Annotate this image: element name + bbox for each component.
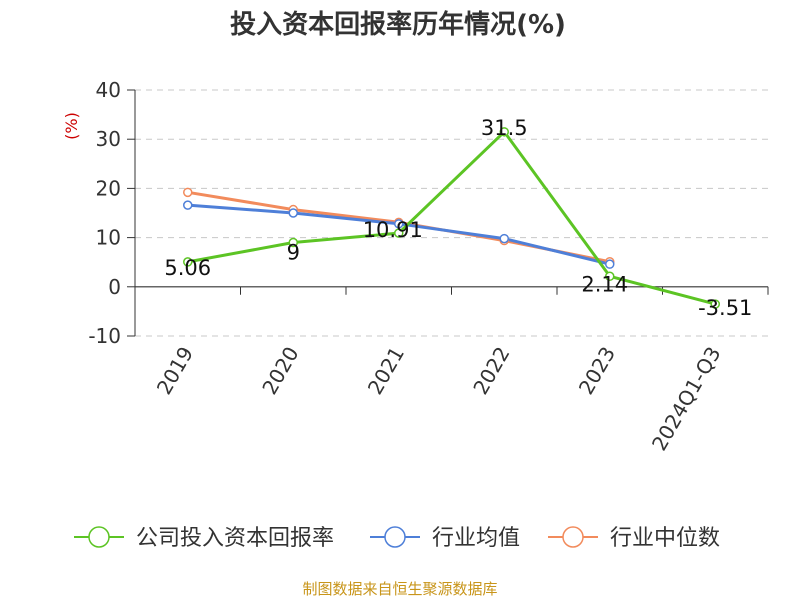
y-tick-label: -10 — [88, 324, 121, 348]
data-label: -3.51 — [698, 296, 752, 320]
data-point — [288, 237, 298, 248]
y-tick-label: 0 — [108, 275, 121, 299]
data-point — [605, 259, 615, 269]
data-point — [710, 299, 720, 309]
legend-label: 行业中位数 — [610, 526, 720, 551]
y-tick-label: 40 — [96, 78, 121, 102]
chart-title: 投入资本回报率历年情况(%) — [230, 9, 566, 40]
y-axis-label: (%) — [62, 112, 81, 140]
x-tick-label: 2019 — [152, 343, 198, 399]
y-tick-label: 30 — [96, 127, 121, 151]
data-label: 9 — [287, 241, 300, 265]
data-label: 5.06 — [164, 256, 211, 280]
legend-label: 行业均值 — [432, 526, 520, 551]
data-point — [499, 233, 509, 244]
data-label: 31.5 — [481, 116, 528, 140]
legend-marker — [88, 526, 110, 548]
data-label: 2.14 — [581, 272, 628, 296]
x-tick-labels: 2019 2020 2021 2022 2023 2024Q1-Q3 — [152, 343, 726, 455]
data-point — [394, 228, 404, 238]
data-labels: 5.06 9 10.91 31.5 2.14 -3.51 — [164, 116, 752, 320]
gridlines — [135, 89, 768, 337]
x-tick-label: 2023 — [574, 343, 620, 399]
data-point — [183, 257, 193, 267]
legend-marker — [384, 526, 406, 548]
legend: 公司投入资本回报率 行业均值 行业中位数 — [74, 526, 720, 551]
y-tick-label: 20 — [96, 176, 121, 200]
x-tick-label: 2021 — [363, 343, 409, 399]
series-points — [183, 127, 720, 309]
data-point — [605, 271, 615, 282]
data-point — [183, 187, 193, 198]
axes — [127, 89, 769, 337]
legend-label: 公司投入资本回报率 — [136, 526, 334, 551]
legend-marker — [562, 526, 584, 548]
data-point — [288, 208, 298, 218]
y-tick-label: 10 — [96, 226, 121, 250]
data-point — [394, 219, 404, 229]
data-point — [499, 127, 509, 137]
series-line — [187, 130, 716, 306]
data-point — [183, 200, 193, 210]
data-label: 10.91 — [363, 218, 423, 242]
source-note: 制图数据来自恒生聚源数据库 — [302, 580, 497, 598]
y-tick-labels: 40 30 20 10 0 -10 — [88, 78, 121, 348]
series-lines — [187, 130, 716, 306]
x-tick-label: 2020 — [257, 343, 303, 399]
x-tick-label: 2024Q1-Q3 — [647, 343, 726, 455]
x-tick-label: 2022 — [468, 343, 514, 399]
